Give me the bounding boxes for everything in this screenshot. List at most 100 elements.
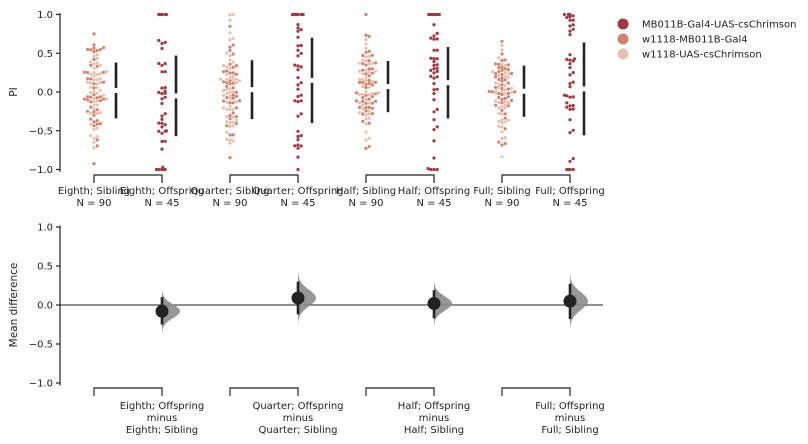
swarm-point [234,94,238,98]
mean-difference-point [427,296,441,310]
swarm-point [432,57,436,61]
swarm-point [370,67,374,71]
swarm-point [105,97,109,101]
swarm-point [163,139,167,143]
swarm-point [503,84,507,88]
swarm-point [231,133,235,137]
swarm-point [92,140,96,144]
swarm-point [296,155,300,159]
swarm-point [160,121,164,125]
swarm-point [231,81,235,85]
swarm-point [500,130,504,134]
swarm-point [364,101,368,105]
swarm-point [163,123,167,127]
swarm-point [500,79,504,83]
swarm-point [500,43,504,47]
swarm-point [234,77,238,81]
swarm-point [568,82,572,86]
swarm-point [364,42,368,46]
mean-difference-panel: −1.0 −0.5 0.0 0.5 1.0 Mean difference Eighth; … [8,223,605,437]
swarm-point [98,80,102,85]
swarm-point [364,37,368,42]
swarm-point [228,138,232,142]
swarm-point [225,84,229,88]
swarm-point [222,88,226,92]
x-category-label: N = 90 [349,198,384,209]
swarm-point [434,12,438,17]
swarm-point [89,85,93,89]
swarm-point [231,107,235,112]
swarm-point [562,93,567,97]
swarm-point [92,78,96,82]
swarm-point [95,138,99,142]
comparison-label: Full; Offspring [535,401,605,412]
swarm-point [160,167,164,172]
swarm-point [160,46,164,51]
legend-marker [617,48,629,60]
swarm-point [500,118,504,122]
swarm-point [494,75,498,79]
swarm-point [234,118,238,123]
swarm-point [364,90,368,94]
x-category-bracket [365,174,435,183]
swarm-point [354,99,358,103]
swarm-point [500,136,504,141]
x-category-label: N = 90 [77,198,112,209]
swarm-point [95,103,99,107]
swarm-point [370,106,374,110]
swarm-point [500,121,504,125]
swarm-point [568,95,572,99]
swarm-point [228,82,232,86]
swarm-point [164,129,169,133]
swarm-point [225,65,229,69]
swarm-point [503,136,507,140]
swarm-point [228,62,232,66]
comparison-label: Full; Sibling [541,425,598,436]
swarm-point [86,98,90,102]
swarm-point [95,99,99,103]
swarm-point [562,12,567,17]
swarm-point [503,127,507,131]
swarm-point [432,76,436,80]
swarm-point [503,141,507,146]
x-category-label: Half; Offspring [398,186,470,197]
swarm-point [571,14,575,18]
swarm-point [296,83,300,87]
comparison-label: Half; Sibling [404,425,464,436]
swarm-point [497,100,501,105]
swarm-point [225,73,229,77]
swarm-point [510,98,514,103]
swarm-point [497,62,501,67]
swarm-point [86,95,90,99]
swarm-point [367,34,371,39]
comparison-label: minus [147,413,177,424]
swarm-point [571,103,575,108]
swarm-point [228,124,232,128]
swarm-point [364,97,368,102]
swarm-point [361,103,365,107]
swarm-point [225,130,229,134]
swarm-point [95,85,99,90]
swarm-point [231,86,235,90]
mean-difference-point [155,304,169,318]
swarm-point [296,100,300,104]
swarm-point [95,122,99,126]
swarm-point [92,82,96,86]
swarm-point [364,86,368,90]
swarm-point [435,107,439,111]
swarm-point [95,144,99,148]
swarm-point [435,69,439,73]
swarm-point [225,91,229,95]
swarm-point [92,93,96,97]
swarm-point [571,80,575,84]
swarm-point [367,121,371,125]
swarm-point [92,32,96,36]
swarm-point [95,64,99,68]
swarm-point [163,62,167,66]
swarm-point [497,140,501,144]
swarm-point [102,46,106,50]
swarm-point [296,44,300,48]
swarm-point [92,57,96,62]
swarm-point [432,48,436,52]
